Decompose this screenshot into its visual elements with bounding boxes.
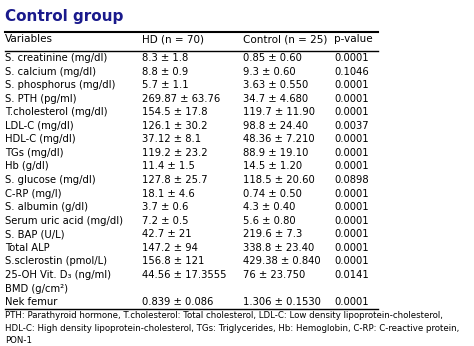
Text: 3.7 ± 0.6: 3.7 ± 0.6 (142, 202, 189, 212)
Text: HDL-C (mg/dl): HDL-C (mg/dl) (5, 134, 76, 144)
Text: 0.0001: 0.0001 (335, 216, 369, 226)
Text: 0.0001: 0.0001 (335, 202, 369, 212)
Text: 0.85 ± 0.60: 0.85 ± 0.60 (243, 53, 302, 63)
Text: 11.4 ± 1.5: 11.4 ± 1.5 (142, 162, 195, 172)
Text: Control (n = 25): Control (n = 25) (243, 34, 328, 44)
Text: 269.87 ± 63.76: 269.87 ± 63.76 (142, 94, 220, 104)
Text: Nek femur: Nek femur (5, 297, 57, 307)
Text: 48.36 ± 7.210: 48.36 ± 7.210 (243, 134, 315, 144)
Text: 0.0898: 0.0898 (335, 175, 369, 185)
Text: 126.1 ± 30.2: 126.1 ± 30.2 (142, 121, 208, 131)
Text: PTH: Parathyroid hormone, T.cholesterol: Total cholesterol, LDL-C: Low density l: PTH: Parathyroid hormone, T.cholesterol:… (5, 311, 443, 320)
Text: S. creatinine (mg/dl): S. creatinine (mg/dl) (5, 53, 108, 63)
Text: 5.6 ± 0.80: 5.6 ± 0.80 (243, 216, 296, 226)
Text: 0.0037: 0.0037 (335, 121, 369, 131)
Text: 0.0001: 0.0001 (335, 229, 369, 239)
Text: p-value: p-value (335, 34, 373, 44)
Text: 127.8 ± 25.7: 127.8 ± 25.7 (142, 175, 208, 185)
Text: 147.2 ± 94: 147.2 ± 94 (142, 243, 198, 253)
Text: 44.56 ± 17.3555: 44.56 ± 17.3555 (142, 270, 227, 280)
Text: 98.8 ± 24.40: 98.8 ± 24.40 (243, 121, 308, 131)
Text: BMD (g/cm²): BMD (g/cm²) (5, 284, 68, 293)
Text: 5.7 ± 1.1: 5.7 ± 1.1 (142, 80, 189, 90)
Text: 7.2 ± 0.5: 7.2 ± 0.5 (142, 216, 189, 226)
Text: 118.5 ± 20.60: 118.5 ± 20.60 (243, 175, 315, 185)
Text: 0.839 ± 0.086: 0.839 ± 0.086 (142, 297, 214, 307)
Text: 0.0001: 0.0001 (335, 162, 369, 172)
Text: Control group: Control group (5, 9, 124, 24)
Text: 8.3 ± 1.8: 8.3 ± 1.8 (142, 53, 189, 63)
Text: T.cholesterol (mg/dl): T.cholesterol (mg/dl) (5, 107, 108, 117)
Text: 76 ± 23.750: 76 ± 23.750 (243, 270, 305, 280)
Text: 4.3 ± 0.40: 4.3 ± 0.40 (243, 202, 295, 212)
Text: 338.8 ± 23.40: 338.8 ± 23.40 (243, 243, 314, 253)
Text: 429.38 ± 0.840: 429.38 ± 0.840 (243, 256, 321, 266)
Text: PON-1: PON-1 (5, 336, 32, 345)
Text: S. calcium (mg/dl): S. calcium (mg/dl) (5, 66, 96, 76)
Text: Serum uric acid (mg/dl): Serum uric acid (mg/dl) (5, 216, 123, 226)
Text: S. PTH (pg/ml): S. PTH (pg/ml) (5, 94, 77, 104)
Text: 0.0001: 0.0001 (335, 80, 369, 90)
Text: S. albumin (g/dl): S. albumin (g/dl) (5, 202, 88, 212)
Text: 0.0001: 0.0001 (335, 189, 369, 199)
Text: 0.0001: 0.0001 (335, 134, 369, 144)
Text: TGs (mg/dl): TGs (mg/dl) (5, 148, 64, 158)
Text: 0.1046: 0.1046 (335, 66, 369, 76)
Text: S. BAP (U/L): S. BAP (U/L) (5, 229, 64, 239)
Text: Variables: Variables (5, 34, 53, 44)
Text: 18.1 ± 4.6: 18.1 ± 4.6 (142, 189, 195, 199)
Text: S. glucose (mg/dl): S. glucose (mg/dl) (5, 175, 96, 185)
Text: HDL-C: High density lipoprotein-cholesterol, TGs: Triglycerides, Hb: Hemoglobin,: HDL-C: High density lipoprotein-choleste… (5, 324, 459, 333)
Text: 37.12 ± 8.1: 37.12 ± 8.1 (142, 134, 201, 144)
Text: Hb (g/dl): Hb (g/dl) (5, 162, 49, 172)
Text: 219.6 ± 7.3: 219.6 ± 7.3 (243, 229, 302, 239)
Text: C-RP (mg/l): C-RP (mg/l) (5, 189, 62, 199)
Text: Total ALP: Total ALP (5, 243, 50, 253)
Text: 0.0001: 0.0001 (335, 297, 369, 307)
Text: 25-OH Vit. D₃ (ng/ml): 25-OH Vit. D₃ (ng/ml) (5, 270, 111, 280)
Text: 1.306 ± 0.1530: 1.306 ± 0.1530 (243, 297, 321, 307)
Text: 0.0001: 0.0001 (335, 53, 369, 63)
Text: 0.0001: 0.0001 (335, 256, 369, 266)
Text: 0.0141: 0.0141 (335, 270, 369, 280)
Text: 0.0001: 0.0001 (335, 148, 369, 158)
Text: 154.5 ± 17.8: 154.5 ± 17.8 (142, 107, 208, 117)
Text: 119.2 ± 23.2: 119.2 ± 23.2 (142, 148, 208, 158)
Text: 88.9 ± 19.10: 88.9 ± 19.10 (243, 148, 309, 158)
Text: 8.8 ± 0.9: 8.8 ± 0.9 (142, 66, 189, 76)
Text: 14.5 ± 1.20: 14.5 ± 1.20 (243, 162, 302, 172)
Text: 3.63 ± 0.550: 3.63 ± 0.550 (243, 80, 309, 90)
Text: S.sclerostin (pmol/L): S.sclerostin (pmol/L) (5, 256, 107, 266)
Text: 34.7 ± 4.680: 34.7 ± 4.680 (243, 94, 308, 104)
Text: S. phosphorus (mg/dl): S. phosphorus (mg/dl) (5, 80, 116, 90)
Text: 0.0001: 0.0001 (335, 107, 369, 117)
Text: HD (n = 70): HD (n = 70) (142, 34, 204, 44)
Text: 156.8 ± 121: 156.8 ± 121 (142, 256, 205, 266)
Text: LDL-C (mg/dl): LDL-C (mg/dl) (5, 121, 74, 131)
Text: 0.0001: 0.0001 (335, 94, 369, 104)
Text: 119.7 ± 11.90: 119.7 ± 11.90 (243, 107, 315, 117)
Text: 0.0001: 0.0001 (335, 243, 369, 253)
Text: 42.7 ± 21: 42.7 ± 21 (142, 229, 192, 239)
Text: 0.74 ± 0.50: 0.74 ± 0.50 (243, 189, 302, 199)
Text: 9.3 ± 0.60: 9.3 ± 0.60 (243, 66, 296, 76)
